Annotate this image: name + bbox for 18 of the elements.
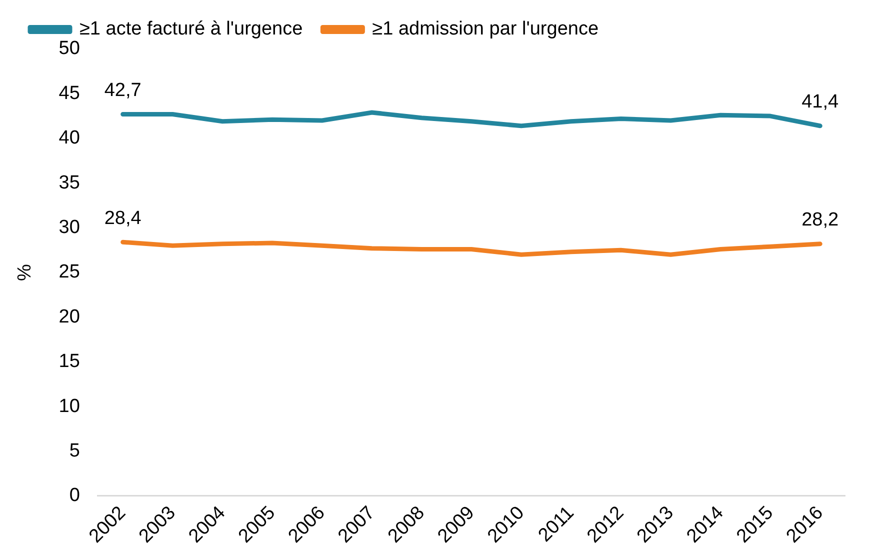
legend-label: ≥1 acte facturé à l'urgence xyxy=(80,18,303,40)
y-tick-label: 30 xyxy=(58,217,80,238)
legend-label: ≥1 admission par l'urgence xyxy=(372,18,599,40)
data-label: 42,7 xyxy=(104,80,142,101)
y-tick-label: 15 xyxy=(58,351,80,372)
data-label: 28,2 xyxy=(802,210,839,231)
y-tick-label: 45 xyxy=(58,82,80,104)
y-tick-label: 5 xyxy=(69,440,80,462)
y-tick-label: 0 xyxy=(69,485,80,506)
y-tick-label: 35 xyxy=(58,172,80,194)
y-axis-title: % xyxy=(14,264,36,281)
data-label: 41,4 xyxy=(802,92,840,113)
data-label: 28,4 xyxy=(104,208,142,229)
y-tick-label: 50 xyxy=(58,38,80,60)
y-tick-label: 20 xyxy=(58,306,80,328)
y-tick-label: 25 xyxy=(58,262,80,283)
y-tick-label: 40 xyxy=(58,128,80,149)
y-tick-label: 10 xyxy=(58,396,80,417)
